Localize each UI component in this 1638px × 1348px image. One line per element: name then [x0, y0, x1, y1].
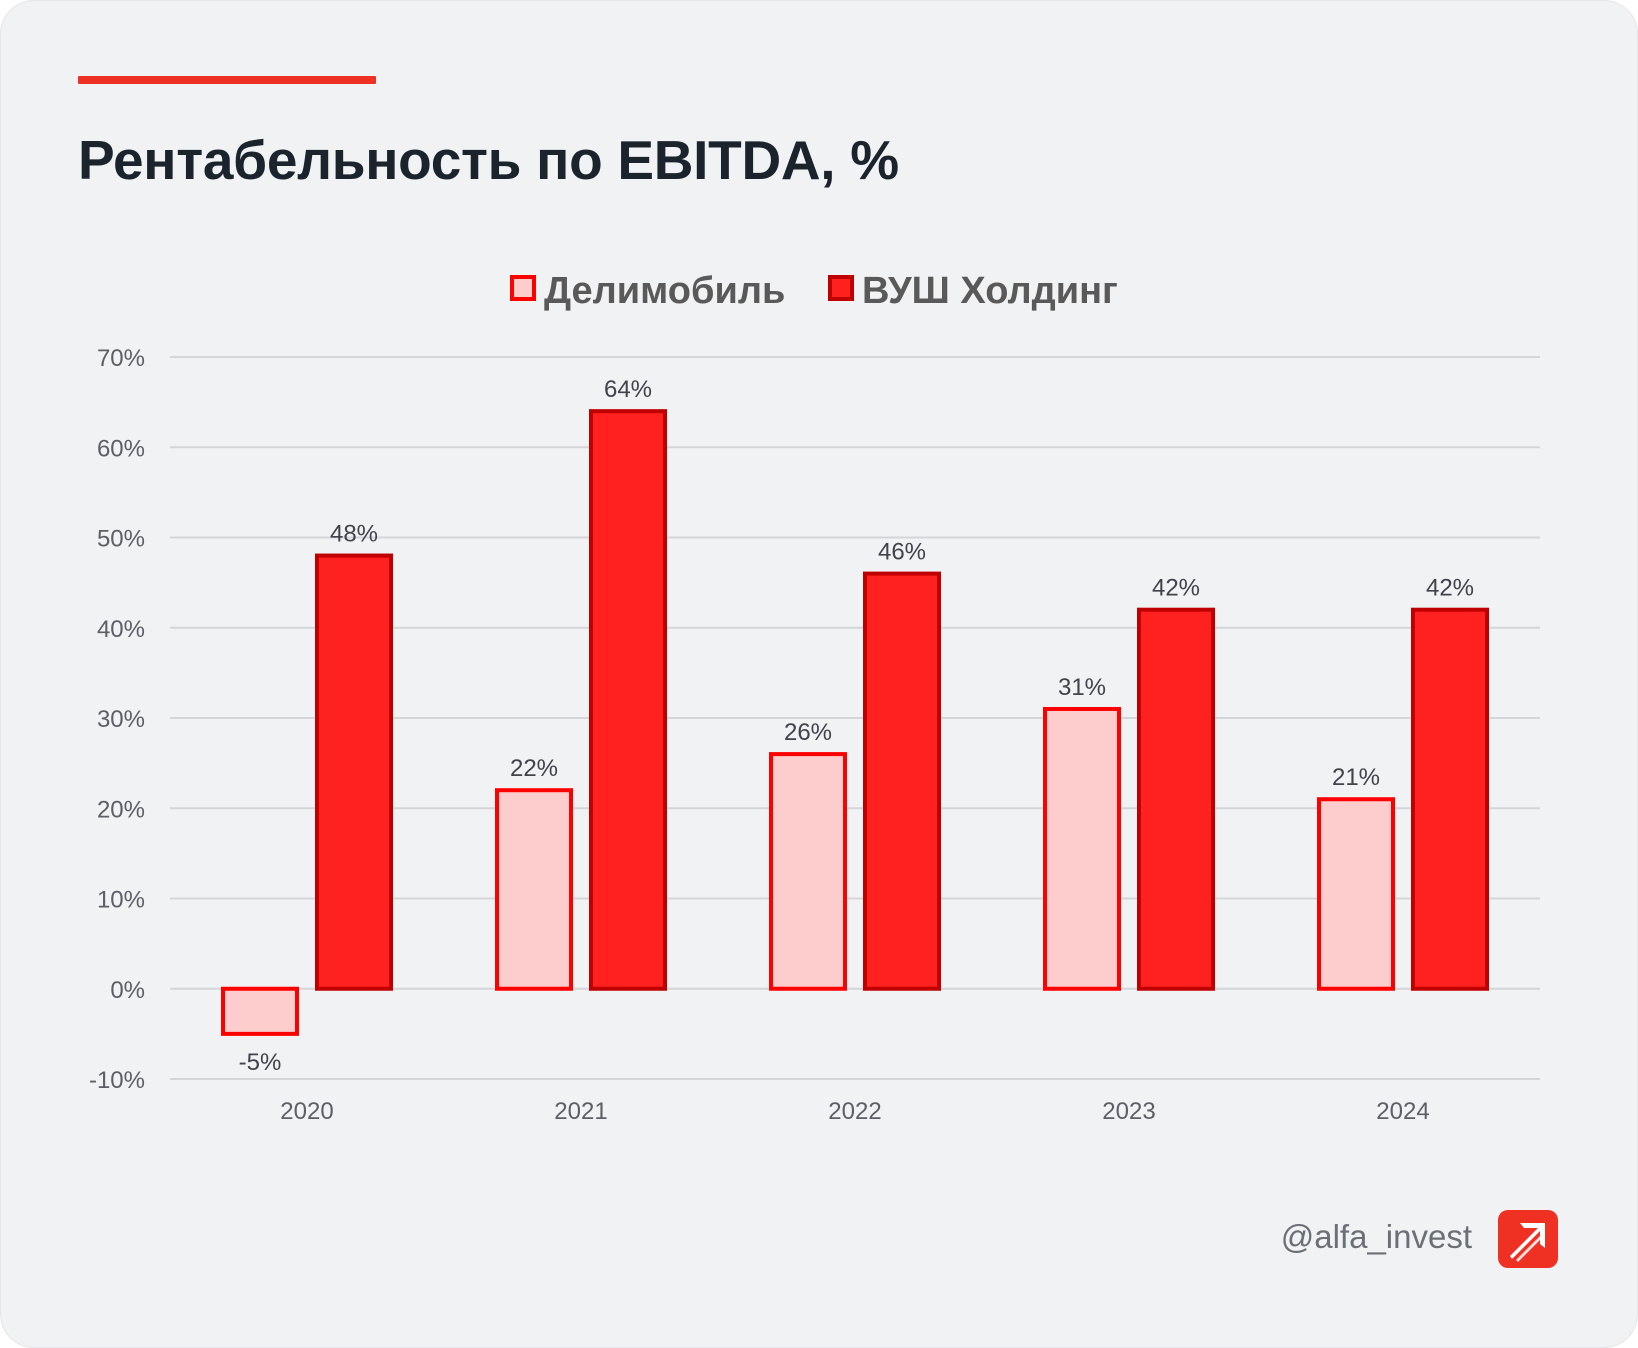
legend-item-vush-label[interactable]: ВУШ Холдинг: [862, 270, 1118, 312]
data-label: 21%: [1332, 764, 1380, 791]
y-tick-label: -10%: [89, 1067, 145, 1094]
x-tick-label: 2024: [1376, 1098, 1429, 1125]
y-tick-label: 40%: [97, 616, 145, 643]
data-label: -5%: [239, 1049, 282, 1076]
bar-vush-2024: [1411, 607, 1489, 991]
data-label: 31%: [1058, 674, 1106, 701]
legend-item-delimobil-label[interactable]: Делимобиль: [544, 270, 785, 312]
bar-vush-2020: [315, 553, 393, 991]
bar-delimobil-2021: [495, 788, 573, 991]
y-tick-label: 30%: [97, 706, 145, 733]
chart-title: Рентабельность по EBITDA, %: [78, 129, 899, 191]
alfa-arrow-logo-icon: [1498, 1210, 1558, 1268]
x-tick-label: 2023: [1102, 1098, 1155, 1125]
data-label: 26%: [784, 719, 832, 746]
y-tick-label: 50%: [97, 526, 145, 553]
data-label: 22%: [510, 755, 558, 782]
data-label: 46%: [878, 539, 926, 566]
bar-delimobil-2023: [1043, 706, 1121, 991]
bar-vush-2023: [1137, 607, 1215, 991]
x-tick-label: 2021: [554, 1098, 607, 1125]
y-tick-label: 0%: [110, 977, 145, 1004]
y-tick-label: 10%: [97, 887, 145, 914]
bar-delimobil-2024: [1317, 797, 1395, 991]
bar-delimobil-2022: [769, 752, 847, 991]
legend-item-delimobil-swatch: [510, 275, 536, 301]
y-tick-label: 60%: [97, 435, 145, 462]
data-label: 48%: [330, 521, 378, 548]
legend-item-vush-swatch: [828, 275, 854, 301]
y-tick-label: 20%: [97, 796, 145, 823]
data-label: 42%: [1426, 575, 1474, 602]
data-label: 42%: [1152, 575, 1200, 602]
accent-bar: [78, 76, 376, 84]
bar-vush-2022: [863, 571, 941, 991]
y-tick-label: 70%: [97, 345, 145, 372]
x-tick-label: 2020: [280, 1098, 333, 1125]
channel-handle[interactable]: @alfa_invest: [1280, 1218, 1472, 1255]
x-tick-label: 2022: [828, 1098, 881, 1125]
data-label: 64%: [604, 376, 652, 403]
bar-vush-2021: [589, 409, 667, 991]
bar-delimobil-2020: [221, 986, 299, 1036]
